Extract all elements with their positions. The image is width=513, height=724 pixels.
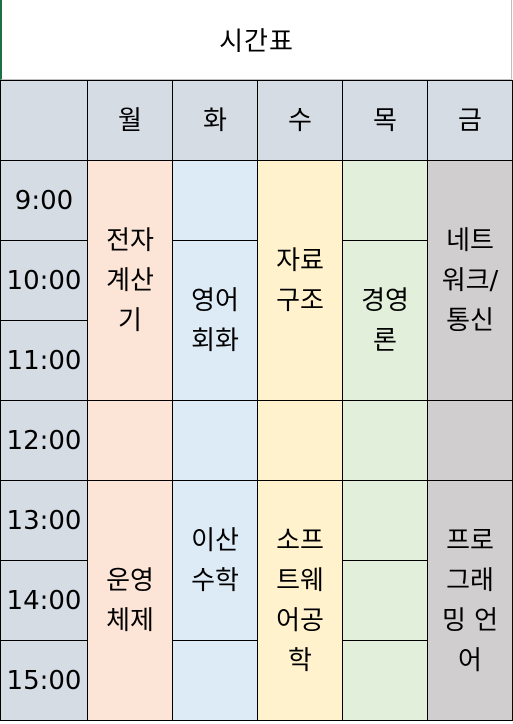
subject-cell-fri-am[interactable]: 네트 워크/ 통신	[427, 160, 513, 401]
corner-cell[interactable]	[0, 80, 88, 161]
empty-cell[interactable]	[342, 160, 428, 241]
subject-cell-mon-pm[interactable]: 운영 체제	[87, 480, 173, 721]
subject-cell-wed-am[interactable]: 자료 구조	[257, 160, 343, 401]
row-0900: 9:00 전자 계산 기 자료 구조 네트 워크/ 통신	[0, 160, 513, 401]
empty-cell[interactable]	[342, 640, 428, 721]
time-cell[interactable]: 15:00	[0, 640, 88, 721]
time-cell[interactable]: 14:00	[0, 560, 88, 641]
empty-cell[interactable]	[342, 400, 428, 481]
empty-cell[interactable]	[427, 400, 513, 481]
day-header-thu[interactable]: 목	[342, 80, 428, 161]
row-1500: 15:00	[0, 640, 513, 721]
subject-cell-mon-am[interactable]: 전자 계산 기	[87, 160, 173, 401]
empty-cell[interactable]	[257, 400, 343, 481]
subject-cell-wed-pm[interactable]: 소프 트웨 어공 학	[257, 480, 343, 721]
empty-cell[interactable]	[342, 480, 428, 561]
empty-cell[interactable]	[172, 640, 258, 721]
day-header-wed[interactable]: 수	[257, 80, 343, 161]
subject-cell-tue-am[interactable]: 영어 회화	[172, 240, 258, 401]
empty-cell[interactable]	[172, 160, 258, 241]
time-cell[interactable]: 11:00	[0, 320, 88, 401]
time-cell[interactable]: 9:00	[0, 160, 88, 241]
day-header-fri[interactable]: 금	[427, 80, 513, 161]
row-1100: 11:00	[0, 320, 513, 401]
row-1200: 12:00	[0, 400, 513, 481]
subject-cell-thu-am[interactable]: 경영 론	[342, 240, 428, 401]
empty-cell[interactable]	[87, 400, 173, 481]
time-cell[interactable]: 13:00	[0, 480, 88, 561]
empty-cell[interactable]	[172, 400, 258, 481]
subject-cell-fri-pm[interactable]: 프로 그래 밍 언 어	[427, 480, 513, 721]
time-cell[interactable]: 12:00	[0, 400, 88, 481]
time-cell[interactable]: 10:00	[0, 240, 88, 321]
empty-cell[interactable]	[342, 560, 428, 641]
row-1000: 10:00 영어 회화 경영 론	[0, 240, 513, 401]
day-header-tue[interactable]: 화	[172, 80, 258, 161]
day-header-mon[interactable]: 월	[87, 80, 173, 161]
subject-cell-tue-pm[interactable]: 이산 수학	[172, 480, 258, 641]
header-row: 월 화 수 목 금	[0, 80, 513, 161]
timetable-title[interactable]: 시간표	[0, 0, 512, 80]
row-1300: 13:00 운영 체제 이산 수학 소프 트웨 어공 학 프로 그래 밍 언 어	[0, 480, 513, 721]
timetable-grid: 월 화 수 목 금 9:00 전자 계산 기 자료 구조 네트 워크/ 통신 1…	[0, 80, 513, 721]
